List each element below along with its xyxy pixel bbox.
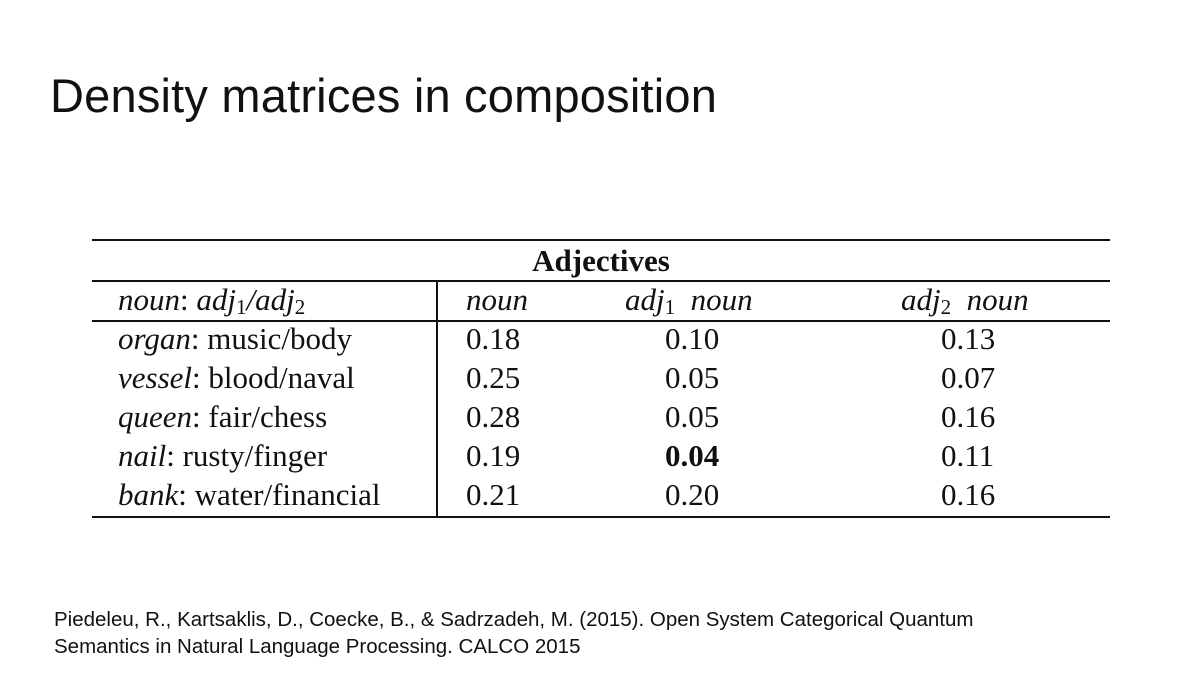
row-sep: :: [192, 399, 209, 434]
header-label-noun: noun: [118, 282, 180, 317]
row-noun: bank: [118, 477, 179, 512]
table-cell-adj1-noun: 0.05: [665, 399, 720, 434]
row-adjs: rusty/finger: [182, 438, 328, 473]
header-col3-noun: noun: [966, 282, 1029, 317]
header-label-adj1-sub: 1: [236, 295, 247, 319]
row-noun: vessel: [118, 360, 193, 395]
table-row-label: bank: water/financial: [118, 476, 381, 514]
table-cell-adj2-noun: 0.16: [941, 399, 996, 434]
table-cell-adj1-noun: 0.20: [665, 477, 720, 512]
table-row-label: organ: music/body: [118, 320, 352, 358]
table-cell-adj1-noun: 0.10: [665, 321, 720, 356]
citation-line-1: Piedeleu, R., Kartsaklis, D., Coecke, B.…: [54, 608, 974, 631]
row-adjs: blood/naval: [208, 360, 355, 395]
table-cell-adj2-noun: 0.11: [941, 438, 995, 473]
table-row-label: vessel: blood/naval: [118, 359, 355, 397]
table-row-label: queen: fair/chess: [118, 398, 327, 436]
header-label-slash: /: [246, 282, 256, 317]
row-sep: :: [190, 321, 208, 356]
table-cell-adj1-noun: 0.05: [665, 360, 720, 395]
header-label-adj2: adj: [255, 282, 295, 317]
header-label: noun: adj1/adj2: [118, 281, 305, 326]
row-noun: nail: [118, 438, 167, 473]
row-adjs: fair/chess: [208, 399, 328, 434]
table-row-label: nail: rusty/finger: [118, 437, 327, 475]
header-label-adj1: adj: [196, 282, 236, 317]
row-adjs: music/body: [207, 321, 352, 356]
header-col2-noun: noun: [690, 282, 753, 317]
table-cell-noun: 0.18: [466, 321, 521, 356]
header-col-noun: noun: [466, 282, 528, 317]
header-col2-sub: 1: [664, 295, 676, 319]
table-vertical-rule: [436, 281, 438, 516]
slide-title: Density matrices in composition: [50, 69, 718, 122]
header-col3-adj: adj: [901, 282, 941, 317]
table-cell-adj1-noun-best: 0.04: [665, 438, 720, 473]
header-label-adj2-sub: 2: [294, 295, 306, 319]
header-label-sep: :: [180, 282, 197, 317]
row-noun: organ: [118, 321, 191, 356]
table-bottom-rule: [92, 516, 1110, 518]
table-cell-noun: 0.21: [466, 477, 521, 512]
citation-line-2: Semantics in Natural Language Processing…: [54, 635, 581, 658]
table-top-rule: [92, 239, 1110, 241]
table-cell-adj2-noun: 0.13: [941, 321, 996, 356]
row-noun: queen: [118, 399, 193, 434]
citation: Piedeleu, R., Kartsaklis, D., Coecke, B.…: [54, 606, 1154, 660]
table-cell-noun: 0.19: [466, 438, 521, 473]
header-col3-sub: 2: [940, 295, 952, 319]
table-cell-noun: 0.28: [466, 399, 521, 434]
header-col-adj1-noun: adj1 noun: [625, 281, 753, 326]
group-header: Adjectives: [532, 243, 670, 278]
header-col-adj2-noun: adj2 noun: [901, 281, 1029, 326]
table-cell-noun: 0.25: [466, 360, 521, 395]
table-column-header-rule: [92, 320, 1110, 322]
table-cell-adj2-noun: 0.07: [941, 360, 996, 395]
row-sep: :: [166, 438, 183, 473]
row-adjs: water/financial: [194, 477, 381, 512]
table-cell-adj2-noun: 0.16: [941, 477, 996, 512]
header-col2-adj: adj: [625, 282, 665, 317]
table-header-rule: [92, 280, 1110, 282]
row-sep: :: [178, 477, 195, 512]
row-sep: :: [192, 360, 209, 395]
